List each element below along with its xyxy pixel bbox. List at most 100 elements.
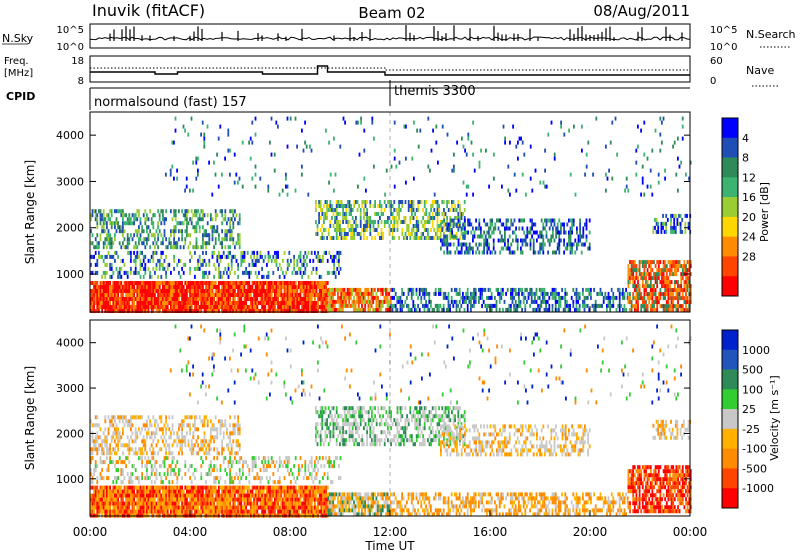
heatmap-cell — [218, 285, 220, 289]
heatmap-cell — [232, 254, 235, 259]
heatmap-cell — [651, 296, 654, 301]
heatmap-cell — [227, 245, 230, 250]
heatmap-cell — [441, 212, 444, 216]
heatmap-cell — [545, 291, 547, 296]
heatmap-cell — [518, 299, 520, 304]
heatmap-cell — [206, 221, 209, 226]
heatmap-cell — [458, 307, 461, 312]
heatmap-cell — [149, 509, 151, 514]
heatmap-cell — [296, 305, 299, 309]
heatmap-cell — [227, 293, 230, 297]
heatmap-cell — [659, 116, 662, 121]
heatmap-cell — [640, 192, 642, 197]
heatmap-cell — [178, 293, 180, 297]
heatmap-cell — [120, 497, 123, 502]
heatmap-cell — [176, 262, 179, 267]
heatmap-cell — [432, 128, 434, 133]
heatmap-cell — [152, 281, 155, 285]
heatmap-cell — [149, 229, 151, 234]
heatmap-cell — [500, 222, 503, 227]
heatmap-cell — [261, 281, 263, 285]
heatmap-cell — [602, 299, 605, 304]
heatmap-cell — [150, 221, 153, 226]
heatmap-cell — [309, 301, 311, 305]
nsky-left-tick-bottom: 10^0 — [57, 42, 84, 53]
heatmap-cell — [158, 293, 161, 297]
heatmap-cell — [106, 493, 108, 498]
heatmap-cell — [544, 226, 546, 231]
heatmap-cell — [434, 287, 437, 292]
heatmap-cell — [326, 200, 328, 204]
heatmap-cell — [463, 307, 466, 312]
heatmap-cell — [399, 220, 402, 224]
heatmap-cell — [141, 285, 143, 289]
heatmap-cell — [125, 281, 127, 285]
heatmap-cell — [656, 276, 659, 281]
heatmap-cell — [582, 230, 585, 235]
heatmap-cell — [130, 221, 132, 226]
heatmap-cell — [174, 301, 177, 305]
heatmap-cell — [226, 509, 228, 514]
heatmap-cell — [366, 228, 368, 232]
heatmap-cell — [337, 236, 340, 240]
heatmap-cell — [298, 297, 300, 301]
heatmap-cell — [579, 222, 581, 227]
heatmap-cell — [338, 287, 341, 292]
heatmap-cell — [348, 295, 351, 300]
heatmap-cell — [633, 284, 636, 289]
heatmap-cell — [123, 309, 126, 313]
heatmap-cell — [160, 497, 163, 502]
heatmap-cell — [96, 301, 99, 305]
heatmap-cell — [656, 260, 659, 265]
heatmap-cell — [471, 291, 474, 296]
heatmap-cell — [509, 192, 511, 197]
heatmap-cell — [96, 497, 99, 502]
heatmap-cell — [93, 493, 95, 498]
heatmap-cell — [670, 264, 673, 269]
heatmap-cell — [181, 509, 183, 514]
heatmap-cell — [599, 287, 602, 292]
heatmap-cell — [194, 250, 196, 255]
heatmap-cell — [133, 289, 135, 293]
heatmap-cell — [685, 296, 687, 301]
heatmap-cell — [349, 287, 352, 292]
heatmap-cell — [664, 308, 667, 313]
heatmap-cell — [309, 144, 311, 149]
heatmap-cell — [657, 172, 660, 177]
heatmap-cell — [251, 250, 254, 255]
heatmap-cell — [227, 274, 230, 279]
heatmap-cell — [481, 291, 483, 296]
heatmap-cell — [339, 228, 341, 232]
heatmap-cell — [123, 501, 126, 506]
heatmap-cell — [420, 287, 423, 292]
heatmap-cell — [286, 192, 289, 197]
heatmap-cell — [437, 160, 439, 165]
heatmap-cell — [173, 293, 175, 297]
heatmap-cell — [178, 281, 180, 285]
heatmap-cell — [150, 509, 153, 514]
heatmap-cell — [320, 305, 323, 309]
heatmap-cell — [176, 293, 179, 297]
heatmap-cell — [304, 285, 307, 289]
heatmap-cell — [243, 289, 246, 293]
heatmap-cell — [467, 250, 469, 255]
heatmap-cell — [401, 287, 403, 292]
heatmap-cell — [94, 505, 97, 510]
heatmap-cell — [126, 505, 129, 510]
heatmap-cell — [680, 304, 683, 309]
heatmap-cell — [224, 281, 227, 285]
heatmap-cell — [202, 485, 204, 490]
heatmap-cell — [230, 289, 233, 293]
heatmap-cell — [475, 250, 477, 255]
heatmap-cell — [157, 274, 159, 279]
heatmap-cell — [412, 291, 415, 296]
velocity-heatmap-cells — [90, 324, 692, 518]
heatmap-cell — [238, 497, 241, 502]
heatmap-cell — [470, 307, 472, 312]
heatmap-cell — [629, 292, 631, 297]
heatmap-cell — [240, 493, 243, 498]
heatmap-cell — [554, 303, 557, 308]
heatmap-cell — [134, 258, 137, 263]
heatmap-cell — [146, 225, 148, 230]
heatmap-cell — [178, 489, 180, 494]
